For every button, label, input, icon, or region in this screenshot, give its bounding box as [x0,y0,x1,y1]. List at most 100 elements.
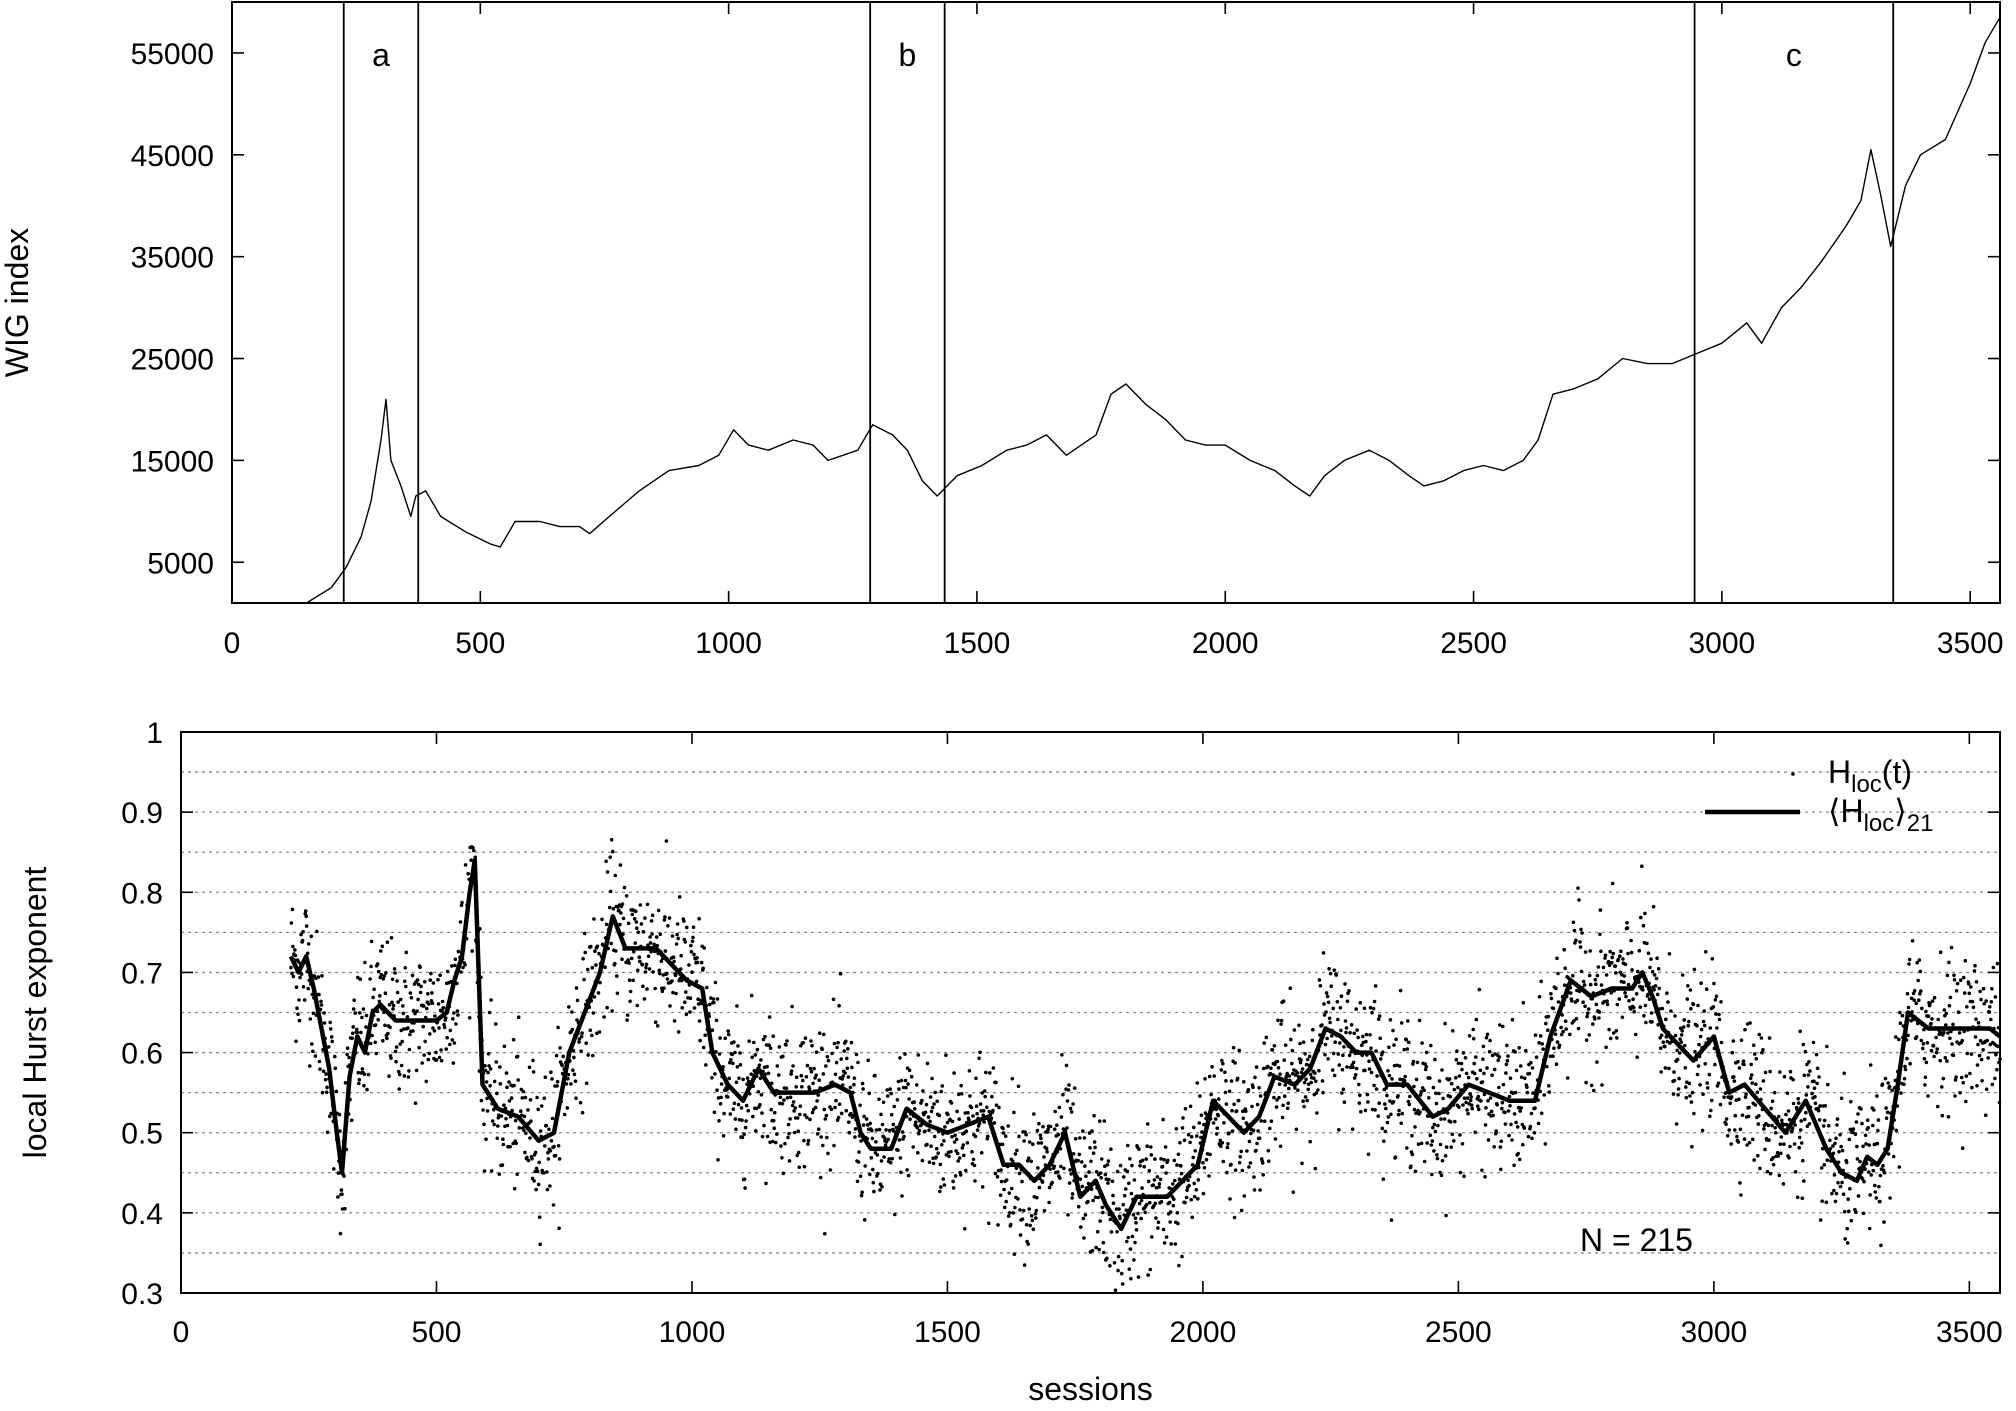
hloc-point [471,845,475,850]
hloc-point [942,1139,946,1143]
hloc-point [1257,1086,1261,1090]
hloc-point [1611,1031,1616,1035]
hloc-point [1290,1048,1295,1053]
hloc-point [402,1027,406,1031]
hloc-point [1563,966,1567,970]
hloc-point [1845,1241,1850,1245]
hloc-point [705,985,709,990]
hloc-point [808,1066,813,1071]
hloc-point [781,1171,786,1176]
hloc-point [1692,967,1697,972]
hloc-point [1641,923,1646,928]
hloc-point [1858,1159,1862,1164]
hloc-point [1105,1256,1109,1261]
hloc-point [1680,1029,1684,1033]
hloc-point [916,1151,920,1155]
hloc-point [1431,1085,1436,1090]
hloc-point [1172,1197,1176,1201]
hloc-point [489,1169,494,1173]
hloc-point [1204,1157,1209,1162]
hloc-point [1100,1205,1105,1210]
hloc-point [888,1087,892,1091]
hloc-point [1058,1176,1062,1180]
hloc-point [1298,1060,1303,1065]
hloc-point [1832,1173,1837,1177]
hloc-point [879,1112,883,1117]
hloc-point [1900,1013,1905,1018]
hloc-point [742,1177,747,1181]
hloc-point [1071,1152,1076,1156]
hloc-point [1822,1163,1826,1167]
region-boundaries [342,2,1895,603]
hloc-point [636,930,641,934]
hloc-point [1630,968,1634,972]
hloc-point [1891,1154,1896,1159]
hloc-point [1261,1173,1265,1177]
hloc-point [857,1150,861,1154]
hloc-point [1104,1177,1109,1181]
hloc-point [371,995,375,1000]
hloc-point [1337,1063,1342,1067]
hloc-point [1620,1015,1625,1020]
hloc-point [650,913,655,918]
x-axis-label: sessions [1028,1371,1153,1407]
hloc-point [1679,1040,1683,1044]
hloc-point [1517,1157,1522,1162]
hloc-point [1625,921,1629,925]
hloc-point [1095,1229,1100,1234]
hloc-point [614,949,618,953]
hloc-point [1921,1046,1925,1051]
hloc-point [615,974,619,978]
hloc-point [960,1146,965,1150]
hloc-point [1418,1110,1422,1114]
hloc-point [1988,1042,1993,1047]
hloc-point [428,978,433,982]
hloc-point [826,1058,831,1063]
hloc-point [526,1158,531,1163]
hloc-point [1248,1161,1253,1165]
hloc-point [380,944,385,949]
hloc-point [1218,1138,1223,1143]
hloc-point [885,1094,890,1098]
hloc-point [1677,1076,1681,1081]
hloc-point [1020,1179,1024,1184]
hloc-point [1503,1110,1507,1115]
hloc-point [1302,1104,1306,1109]
hloc-point [921,1089,925,1093]
hloc-point [734,1080,739,1085]
hloc-point [1530,1066,1535,1070]
hloc-point [1932,995,1937,1000]
hloc-point [1675,1048,1679,1053]
hloc-point [822,1107,827,1112]
hloc-point [549,1139,554,1143]
hloc-point [889,1091,893,1096]
hloc-point [438,973,442,977]
hloc-point [1372,999,1377,1004]
hloc-point [885,1088,889,1092]
hloc-point [926,1115,931,1119]
hloc-point [546,1157,551,1161]
hloc-point [1056,1170,1060,1174]
hloc-point [1715,1026,1719,1030]
hloc-point [1475,1077,1479,1081]
hloc-point [992,1121,997,1125]
hloc-point [755,1047,760,1052]
hloc-point [717,1052,722,1056]
hloc-point [1034,1216,1038,1220]
hloc-point [1690,1144,1694,1149]
hloc-point [1499,1139,1504,1144]
hloc-point [1156,1220,1161,1225]
hloc-point [1898,1021,1903,1025]
hloc-point [797,1165,802,1170]
hloc-point [649,919,654,923]
hloc-point [502,1103,506,1107]
hloc-point [393,1049,398,1054]
y-tick-label: 0.7 [121,957,163,990]
hloc-point [1585,1011,1590,1015]
hloc-point [862,1218,867,1222]
hloc-point [1297,1023,1301,1028]
hloc-point [1045,1150,1049,1154]
hloc-point [1034,1208,1039,1213]
hloc-point [542,1096,547,1100]
hloc-point [580,1110,585,1115]
